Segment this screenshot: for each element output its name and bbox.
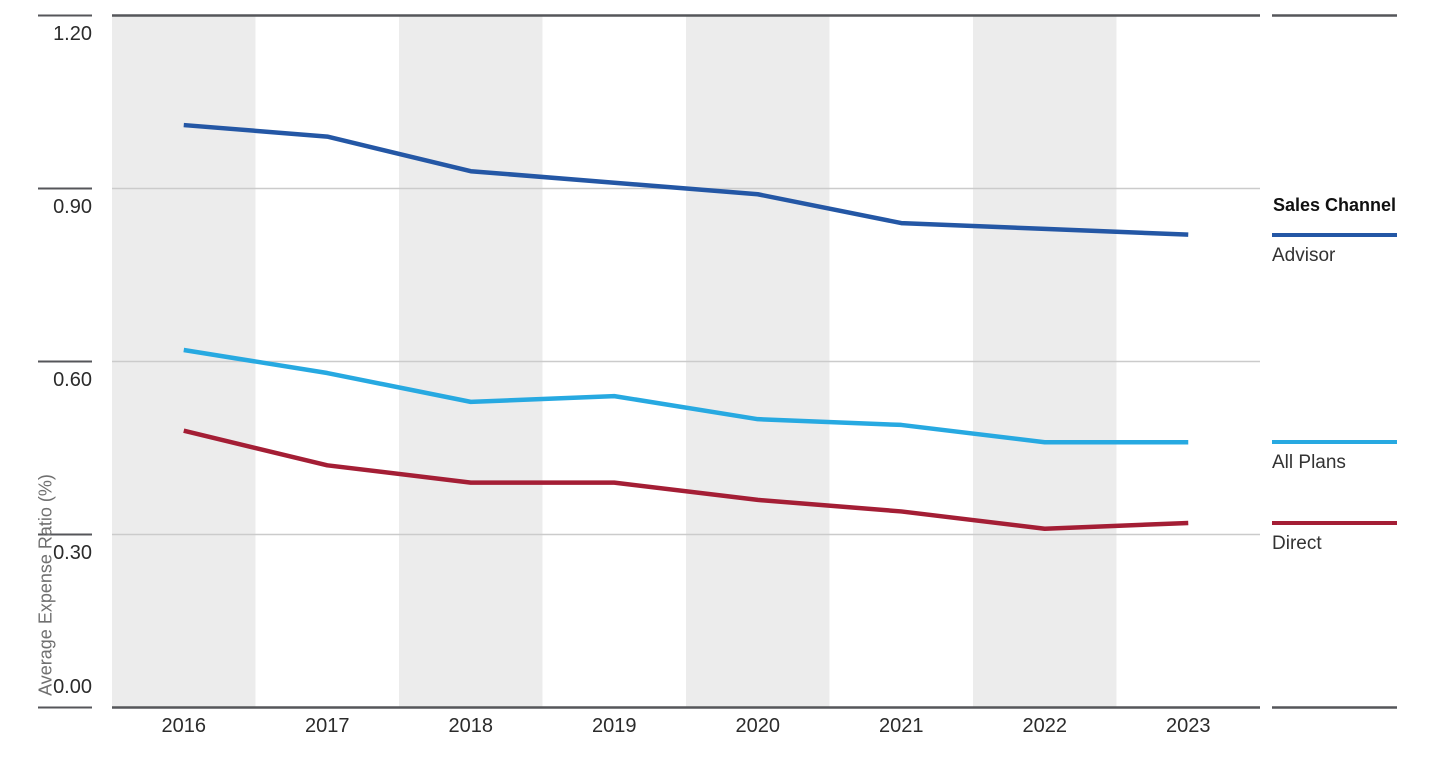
x-tick-label-2023: 2023 bbox=[1166, 715, 1211, 737]
x-tick-label-2022: 2022 bbox=[1022, 715, 1068, 737]
x-tick-label-2020: 2020 bbox=[735, 715, 781, 737]
x-tick-label-2019: 2019 bbox=[592, 715, 637, 737]
y-tick-label-1.20: 1.20 bbox=[53, 23, 92, 45]
series-line-advisor bbox=[183, 122, 1189, 237]
series-line-direct bbox=[183, 428, 1189, 531]
x-tick-label-2017: 2017 bbox=[305, 715, 350, 737]
y-axis-title: Average Expense Ratio (%) bbox=[35, 474, 56, 696]
x-tick-label-2016: 2016 bbox=[161, 715, 207, 737]
y-tick-label-0.60: 0.60 bbox=[53, 369, 92, 391]
x-tick-label-2018: 2018 bbox=[448, 715, 494, 737]
y-tick-label-0.30: 0.30 bbox=[53, 542, 92, 564]
y-tick-label-0.00: 0.00 bbox=[53, 675, 92, 698]
x-tick-label-2021: 2021 bbox=[879, 715, 924, 737]
y-tick-label-0.90: 0.90 bbox=[53, 196, 92, 218]
series-line-all-plans bbox=[183, 347, 1189, 445]
